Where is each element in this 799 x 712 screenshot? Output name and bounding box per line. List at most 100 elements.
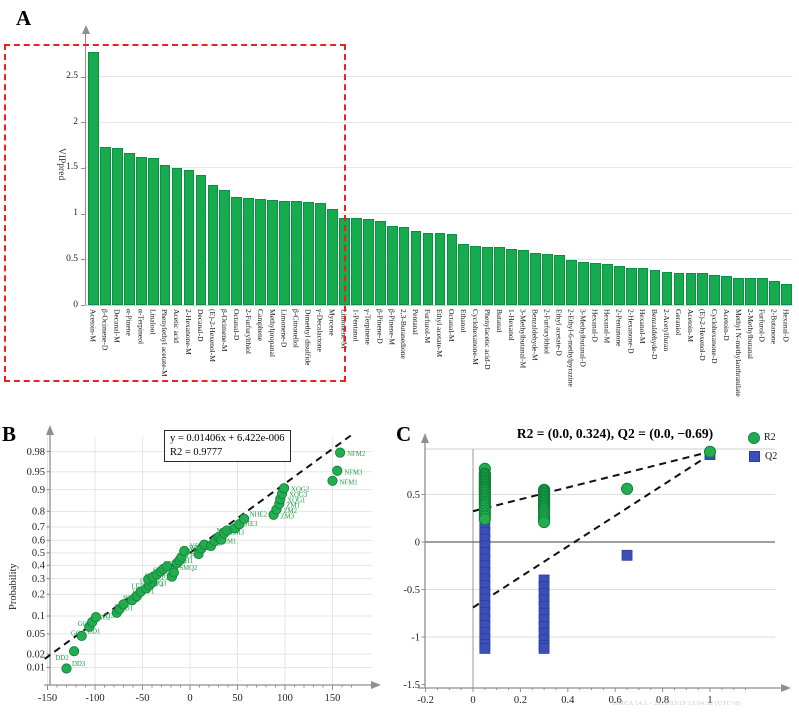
vip-y-tick-label: 2 xyxy=(73,116,78,127)
y-tick-label: 0.5 xyxy=(407,490,420,501)
r2-point xyxy=(703,445,717,458)
vip-bar-label: Decanal-D xyxy=(196,309,206,342)
q2-point xyxy=(538,642,550,654)
sample-point-label: ZM2 xyxy=(283,508,297,515)
vip-bar-label: α-Terpineol xyxy=(136,309,146,345)
vip-y-tick xyxy=(81,305,85,306)
x-tick-label: 0.4 xyxy=(561,695,575,706)
vip-bar-label: γ-Terpinene xyxy=(363,309,373,345)
vip-y-tick-label: 1.5 xyxy=(66,162,78,173)
fit-equation-line: y = 0.01406x + 6.422e-006 xyxy=(170,433,285,444)
vip-bar xyxy=(315,202,326,305)
vip-bar xyxy=(566,260,577,305)
sample-point-label: WZM1 xyxy=(216,539,236,546)
sample-point-label: CX2 xyxy=(145,573,158,580)
x-tick-label: 100 xyxy=(277,693,293,704)
vip-bar-label: Phenylethyl acetate-M xyxy=(160,309,170,377)
vip-bar xyxy=(374,220,386,305)
permutation-legend: R2 Q2 xyxy=(748,428,777,466)
vip-bar xyxy=(781,284,792,305)
sample-point-label: YF1 xyxy=(185,553,197,560)
vip-bar-label: 1-Pentanol xyxy=(351,309,361,342)
vip-y-axis-arrow-icon xyxy=(81,25,90,34)
vip-y-axis-line xyxy=(85,34,87,305)
panel-c-letter: C xyxy=(396,422,412,446)
y-tick-label: 0.1 xyxy=(32,611,45,622)
vip-bar xyxy=(613,265,625,305)
vip-bar-label: 2,3-Butanedione xyxy=(399,309,409,359)
y-tick-label: 0.5 xyxy=(32,548,45,559)
vip-bar-label: Benzaldehyde-D xyxy=(650,309,660,360)
sample-point-label: BT3 xyxy=(123,596,136,603)
sample-point xyxy=(118,599,129,610)
q2-square-icon xyxy=(749,451,760,462)
vip-bar-label: Decanal-M xyxy=(112,309,122,343)
vip-bar xyxy=(291,200,302,305)
sample-point xyxy=(69,646,80,657)
vip-bar-label: γ-Decalactone xyxy=(315,309,325,352)
y-tick-label: 0.3 xyxy=(32,574,45,585)
sample-point-label: SMQ3 xyxy=(148,581,167,588)
sample-point-label: XQG1 xyxy=(287,498,305,505)
x-tick-label: 1 xyxy=(707,695,712,706)
y-tick-label: 0.7 xyxy=(32,522,45,533)
vip-bar xyxy=(386,226,398,305)
vip-bar-label: Phenylacetic acid-D xyxy=(482,309,492,370)
x-tick-label: -150 xyxy=(38,693,57,704)
sample-point xyxy=(327,475,338,486)
probability-plot-svg: -150 -100 -50 0 50 100 150 0.01 0.02 0.05 0.1 0.2 0.… xyxy=(27,425,381,704)
vip-bar-label: 2-Ethyl-6-methylpyrazine xyxy=(566,309,576,387)
vip-bar-label: Hexanal-M xyxy=(602,309,612,344)
sample-point-label: GC3 xyxy=(78,621,91,628)
sample-point xyxy=(61,663,72,674)
vip-bar-chart: VIPpred 0 0.5 1 1.5 2 2.5 Acetoin-M β-Ocimene-D… xyxy=(4,25,793,397)
vip-bar xyxy=(506,249,518,305)
vip-bar-label: Ethanol xyxy=(458,309,468,333)
sample-point xyxy=(332,465,343,476)
panel-a-letter: A xyxy=(16,6,32,30)
vip-y-tick xyxy=(81,213,85,215)
sample-point-label: NHE1 xyxy=(217,528,234,535)
vip-bar-label: Furfurol-D xyxy=(757,309,767,342)
sample-point-label: NHE2 xyxy=(250,511,268,518)
vip-bar xyxy=(554,254,565,305)
x-tick-label: 0.8 xyxy=(656,695,669,706)
vip-bar xyxy=(303,201,314,305)
sample-point-label: HH2 xyxy=(186,549,200,556)
vip-bar xyxy=(243,198,255,305)
sample-point-label: LF3 xyxy=(140,579,152,586)
vip-bar xyxy=(207,185,219,305)
vip-bar-label: Acetoin-M xyxy=(88,309,98,342)
vip-bar-label: 3-Methylbutanal-M xyxy=(518,309,528,369)
sample-point-label: YF3 xyxy=(190,543,203,550)
sample-point-label: NFM2 xyxy=(347,451,366,458)
vip-y-tick-label: 0 xyxy=(73,299,78,310)
vip-bar xyxy=(267,199,279,305)
vip-bar-label: β-Ocimene-M xyxy=(219,309,229,352)
legend-q2-label: Q2 xyxy=(765,451,778,462)
vip-bar-label: Myrcene xyxy=(327,309,337,336)
vip-bar xyxy=(697,273,709,305)
legend-row-q2: Q2 xyxy=(748,447,777,466)
vip-bar-label: Geraniol xyxy=(674,309,684,336)
vip-bar xyxy=(159,165,171,305)
vip-bar-label: α-Pinene xyxy=(124,309,134,336)
vip-y-axis-label: VIPpred xyxy=(56,148,66,181)
vip-bar-label: Hexanal-D xyxy=(590,309,600,342)
sample-point-label: CX1 xyxy=(166,564,179,571)
sample-point-label: HH1 xyxy=(180,558,193,565)
vip-bar-label: 2-Butanone xyxy=(769,309,779,344)
sample-point-label: GC2 xyxy=(98,615,111,622)
sample-point-label: JP2 xyxy=(212,534,222,541)
vip-y-tick-label: 2.5 xyxy=(66,71,78,82)
sample-point-label: DD1 xyxy=(87,628,100,635)
sample-point-label: NHE3 xyxy=(240,521,258,528)
vip-bar-label: Octanal-M xyxy=(447,309,456,342)
sample-point xyxy=(334,447,346,458)
sample-point xyxy=(278,483,290,494)
vip-bar xyxy=(135,157,147,305)
r2-circle-icon xyxy=(748,431,760,444)
vip-bar-label: Ethyl acetate-M xyxy=(435,309,445,358)
vip-bar-label: Dimethyl disulfide xyxy=(303,309,313,366)
